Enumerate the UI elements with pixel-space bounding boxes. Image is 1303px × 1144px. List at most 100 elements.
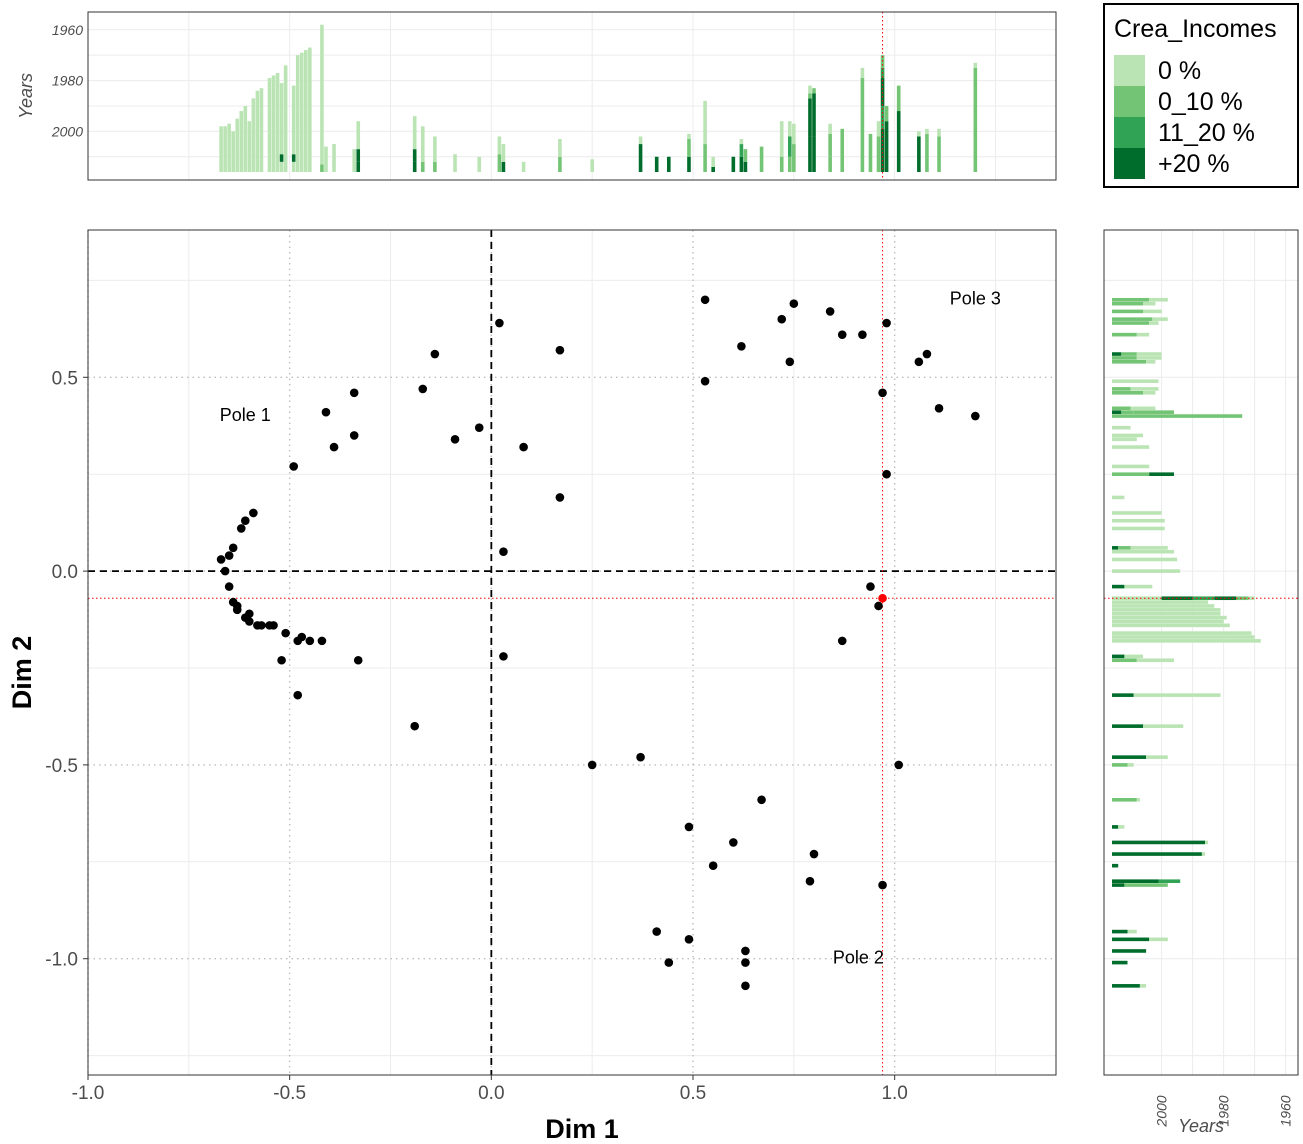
data-point <box>789 299 799 308</box>
right-bar-segment <box>1201 852 1205 856</box>
y-tick-label: -0.5 <box>45 756 78 777</box>
data-point <box>228 543 238 553</box>
data-point <box>652 927 661 936</box>
right-bar-segment <box>1192 596 1215 601</box>
top-bar-segment <box>876 136 881 172</box>
data-point <box>224 582 234 591</box>
top-bar-segment <box>477 156 482 172</box>
data-point <box>555 345 565 355</box>
top-bar-segment <box>917 136 921 172</box>
top-bar-segment <box>792 123 796 145</box>
data-point <box>349 431 359 440</box>
right-bar-segment <box>1112 863 1119 868</box>
top-bar-segment <box>521 161 526 172</box>
top-bar-segment <box>808 136 812 172</box>
right-bar-segment <box>1149 937 1168 942</box>
right-bar-segment <box>1130 387 1159 391</box>
top-bar-segment <box>937 128 941 137</box>
right-bar-segment <box>1112 724 1143 728</box>
data-point <box>971 411 980 421</box>
right-bar-segment <box>1136 658 1174 663</box>
data-point <box>349 388 359 398</box>
top-bar-segment <box>884 105 889 122</box>
data-point <box>269 621 278 630</box>
top-bar-segment <box>299 52 304 173</box>
right-tick-label: 2000 <box>1154 1095 1170 1127</box>
right-bar-segment <box>1118 825 1125 829</box>
right-bar-segment <box>1112 600 1209 604</box>
data-point <box>410 721 420 731</box>
right-bar-segment <box>1112 615 1227 620</box>
top-bar-segment <box>743 149 748 162</box>
top-bar-segment <box>638 136 643 145</box>
right-bar-segment <box>1112 604 1215 608</box>
right-bar-segment <box>1118 546 1131 550</box>
right-bar-segment <box>1146 359 1156 364</box>
top-bar-segment <box>731 156 736 172</box>
top-bar-segment <box>779 156 784 172</box>
top-bar-segment <box>759 146 764 172</box>
right-bar-segment <box>1112 387 1131 391</box>
top-bar-segment <box>279 83 284 155</box>
top-bar-segment <box>295 55 300 172</box>
x-axis-title: Dim 1 <box>545 1114 619 1144</box>
top-bar-segment <box>868 133 873 172</box>
top-tick-label: 2000 <box>51 123 83 139</box>
right-bar-segment <box>1112 763 1128 767</box>
top-bar-segment <box>880 55 885 68</box>
data-point <box>636 752 645 762</box>
right-bar-segment <box>1124 883 1168 887</box>
x-tick-label: -1.0 <box>72 1083 105 1104</box>
data-point <box>418 384 428 394</box>
top-bar-segment <box>808 93 812 99</box>
right-bar-segment <box>1112 464 1150 469</box>
data-point <box>866 582 875 591</box>
data-point <box>684 822 694 832</box>
data-point <box>882 469 891 479</box>
data-point <box>809 849 819 859</box>
top-bar-segment <box>828 133 832 157</box>
top-bar-segment <box>291 85 296 155</box>
top-axis-title: Years <box>16 73 36 119</box>
top-bar-segment <box>558 138 562 157</box>
top-bar-segment <box>279 154 284 162</box>
legend-label: +20 % <box>1158 150 1230 178</box>
right-bar-segment <box>1112 960 1128 965</box>
data-point <box>757 795 766 805</box>
right-bar-segment <box>1136 797 1140 802</box>
right-bar-segment <box>1112 526 1165 531</box>
top-bar-segment <box>792 144 796 172</box>
right-panel-border <box>1103 229 1299 1076</box>
top-bar-segment <box>828 156 832 172</box>
data-point <box>837 636 847 646</box>
top-bar-segment <box>808 98 812 137</box>
data-point <box>741 958 750 967</box>
top-bar-segment <box>501 144 506 162</box>
data-point <box>236 524 246 533</box>
data-point <box>894 760 903 770</box>
legend-title: Crea_Incomes <box>1114 15 1277 43</box>
top-bar-segment <box>687 133 691 139</box>
legend-swatch <box>1114 55 1145 86</box>
right-panel-background <box>1104 230 1298 1075</box>
right-bar-segment <box>1112 356 1137 360</box>
right-bar-segment <box>1112 619 1224 624</box>
right-bar-segment <box>1112 623 1230 628</box>
right-bar-segment <box>1112 631 1252 635</box>
top-bar-segment <box>667 156 671 172</box>
top-bar-segment <box>231 131 235 172</box>
top-bar-segment <box>320 24 324 165</box>
right-bar-segment <box>1112 445 1150 449</box>
data-point <box>664 958 674 967</box>
data-point <box>249 508 258 518</box>
data-point <box>914 357 924 367</box>
data-point <box>277 655 286 665</box>
right-bar-segment <box>1130 546 1168 550</box>
top-bar-segment <box>917 131 921 137</box>
data-point <box>708 861 718 870</box>
right-bar-segment <box>1112 949 1147 953</box>
legend-label: 0_10 % <box>1158 88 1243 116</box>
top-bar-segment <box>973 67 978 172</box>
top-bar-segment <box>788 136 792 157</box>
top-bar-segment <box>412 161 417 172</box>
